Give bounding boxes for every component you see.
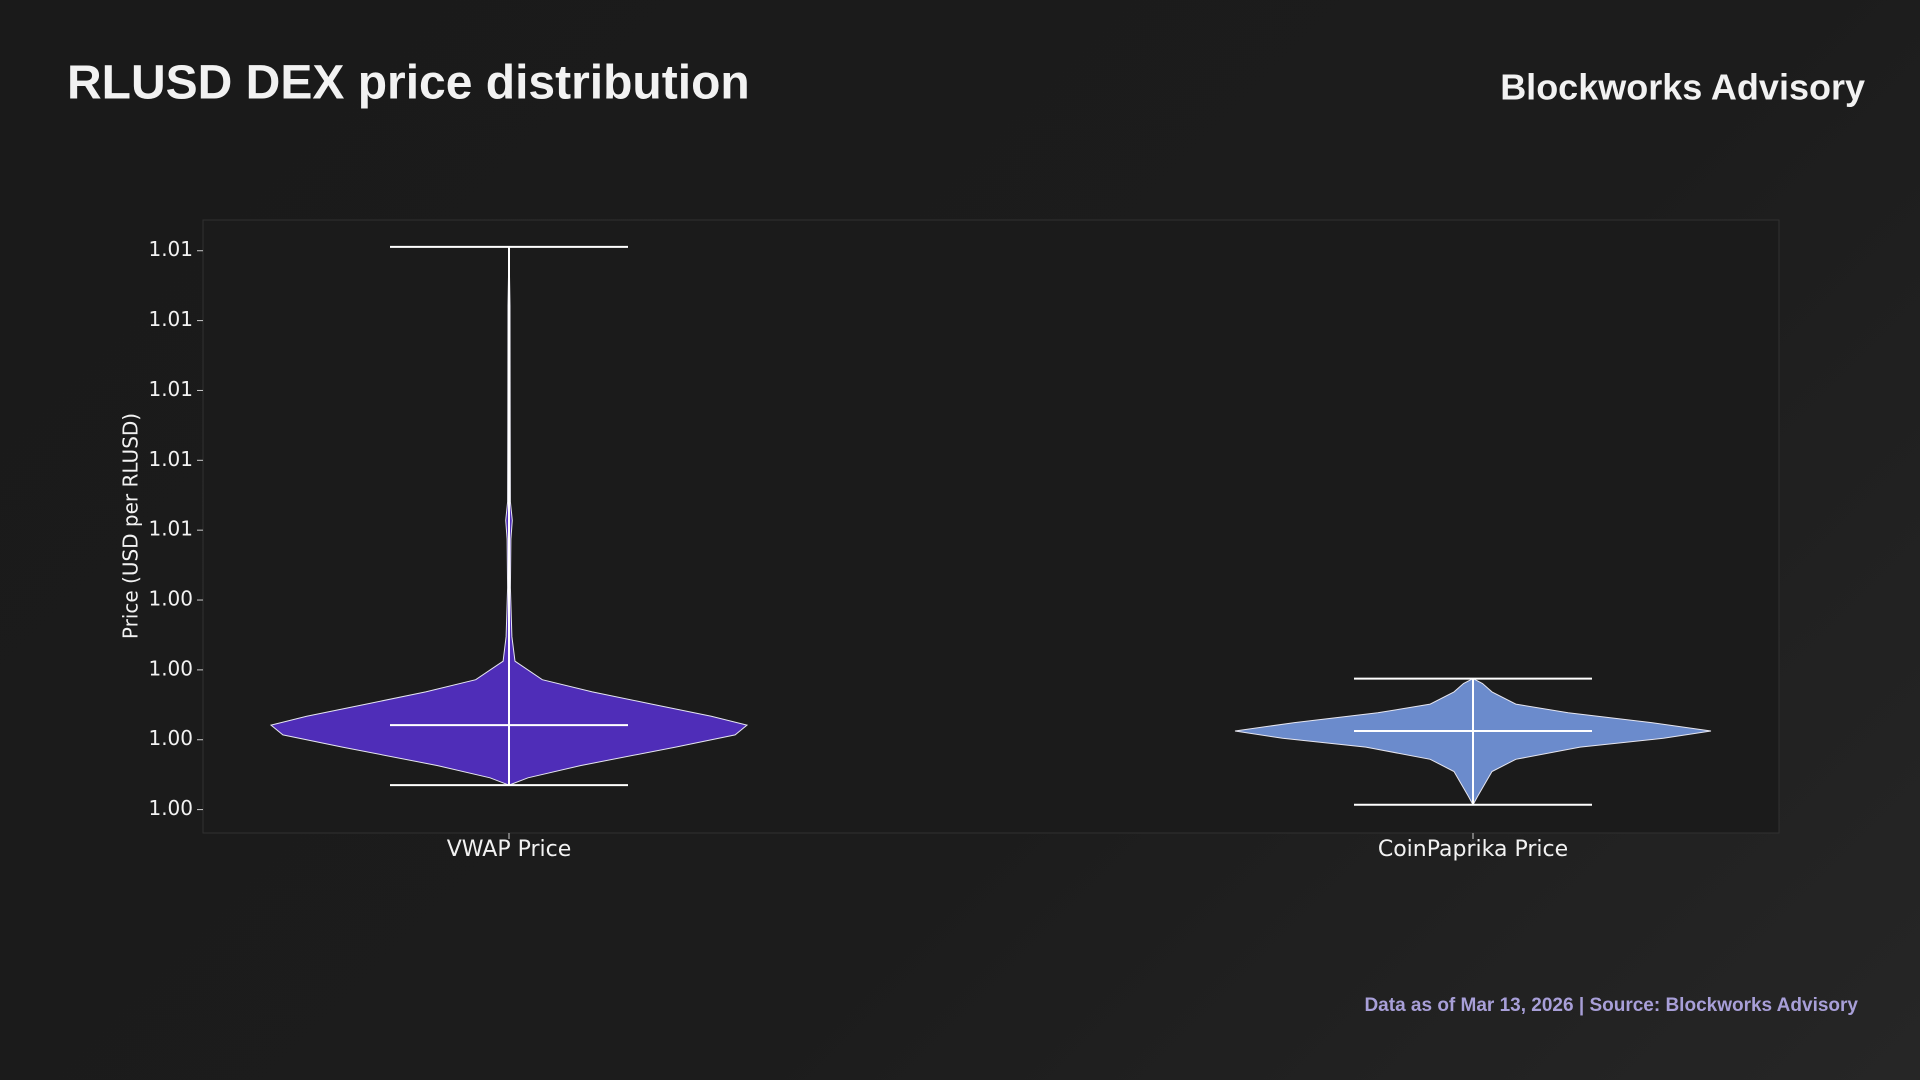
y-axis-label: Price (USD per RLUSD)	[119, 413, 143, 639]
y-tick-label: 1.01	[148, 447, 193, 471]
y-tick-label: 1.01	[148, 517, 193, 541]
y-tick-label: 1.01	[148, 237, 193, 261]
y-tick-label: 1.00	[148, 726, 193, 750]
y-tick-label: 1.01	[148, 377, 193, 401]
y-tick-label: 1.00	[148, 656, 193, 680]
y-tick-label: 1.00	[148, 587, 193, 611]
x-tick-label: CoinPaprika Price	[1378, 837, 1568, 862]
chart-title: RLUSD DEX price distribution	[67, 57, 750, 110]
y-tick-label: 1.01	[148, 307, 193, 331]
y-tick-label: 1.00	[148, 796, 193, 820]
footer: Data as of Mar 13, 2026 | Source: Blockw…	[1364, 995, 1858, 1016]
brand: Blockworks Advisory	[1500, 67, 1865, 108]
x-tick-label: VWAP Price	[447, 837, 572, 862]
